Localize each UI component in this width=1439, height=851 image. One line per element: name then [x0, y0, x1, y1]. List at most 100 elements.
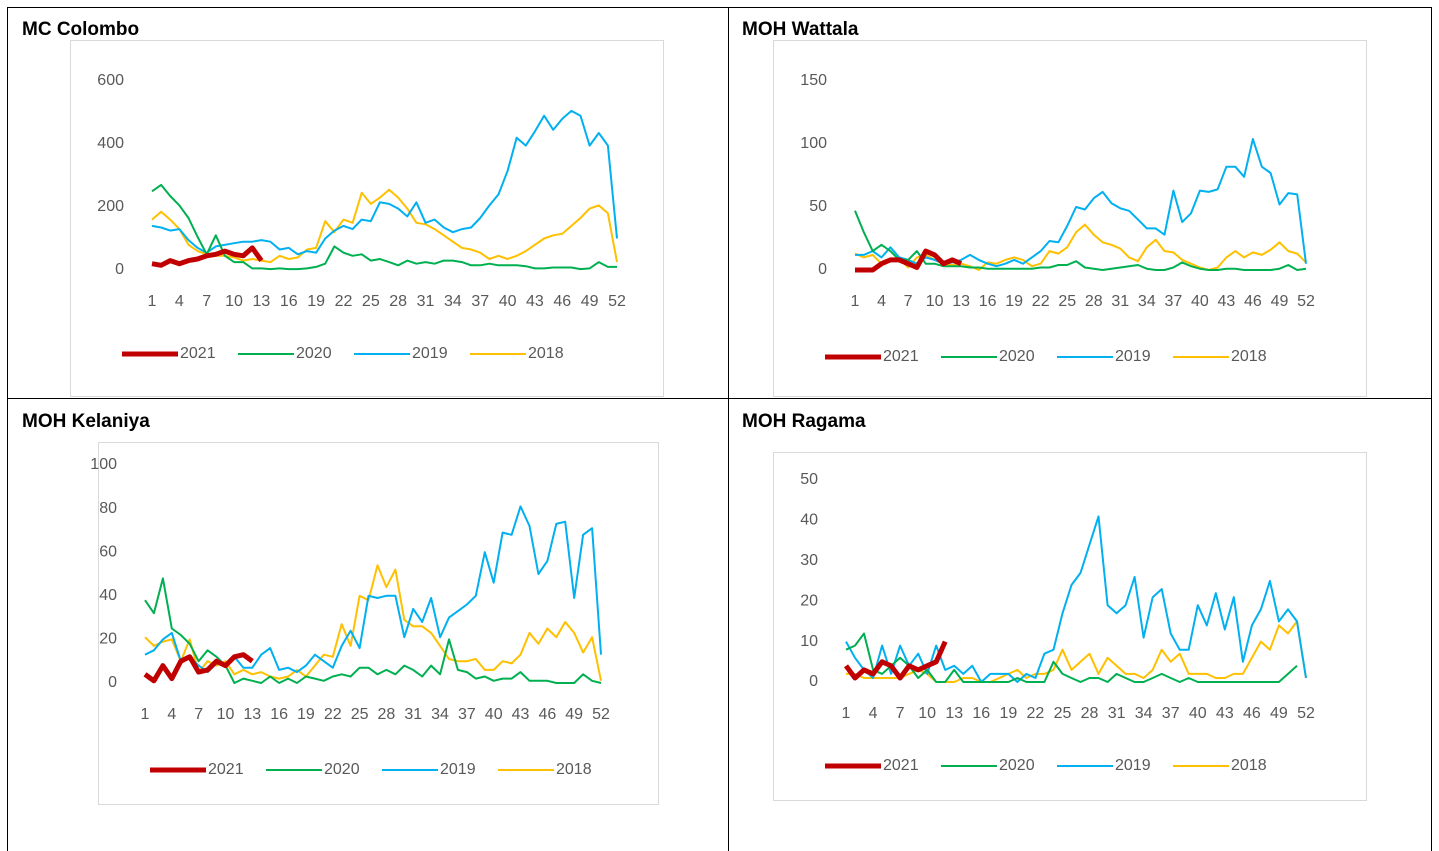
x-tick-label: 31: [404, 706, 422, 723]
y-tick-label: 60: [99, 543, 117, 560]
y-tick-label: 400: [97, 135, 124, 152]
x-tick-label: 31: [417, 293, 435, 310]
x-tick-label: 19: [1005, 293, 1023, 310]
x-tick-label: 19: [297, 706, 315, 723]
x-tick-label: 37: [1164, 293, 1182, 310]
x-tick-label: 37: [458, 706, 476, 723]
x-tick-label: 52: [608, 293, 626, 310]
x-tick-label: 22: [335, 293, 353, 310]
x-tick-label: 37: [471, 293, 489, 310]
x-tick-label: 25: [362, 293, 380, 310]
x-tick-label: 40: [499, 293, 517, 310]
x-tick-label: 46: [553, 293, 571, 310]
x-tick-label: 43: [526, 293, 544, 310]
legend-label: 2018: [1231, 348, 1267, 365]
x-tick-label: 10: [217, 706, 235, 723]
y-tick-label: 0: [108, 674, 117, 691]
series-line: [854, 223, 1307, 271]
x-tick-label: 13: [253, 293, 271, 310]
legend-label: 2019: [1115, 348, 1151, 365]
y-tick-label: 600: [97, 72, 124, 89]
legend-label: 2021: [180, 345, 216, 362]
x-tick-label: 43: [512, 706, 530, 723]
chart-title: MOH Kelaniya: [22, 411, 150, 432]
legend-label: 2021: [208, 761, 244, 778]
x-tick-label: 19: [999, 705, 1017, 722]
x-tick-label: 34: [431, 706, 449, 723]
x-tick-label: 25: [351, 706, 369, 723]
y-tick-label: 0: [809, 673, 818, 690]
x-tick-label: 1: [148, 293, 157, 310]
x-tick-label: 1: [842, 705, 851, 722]
x-tick-label: 40: [1189, 705, 1207, 722]
y-tick-label: 40: [99, 587, 117, 604]
legend-label: 2019: [440, 761, 476, 778]
x-tick-label: 52: [592, 706, 610, 723]
x-tick-label: 1: [851, 293, 860, 310]
x-tick-label: 13: [952, 293, 970, 310]
legend-label: 2018: [528, 345, 564, 362]
series-line: [143, 652, 254, 684]
x-tick-label: 40: [485, 706, 503, 723]
x-tick-label: 43: [1216, 705, 1234, 722]
legend-label: 2020: [324, 761, 360, 778]
x-tick-label: 49: [581, 293, 599, 310]
y-tick-label: 80: [99, 500, 117, 517]
y-tick-label: 20: [99, 631, 117, 648]
x-tick-label: 1: [141, 706, 150, 723]
x-tick-label: 34: [1135, 705, 1153, 722]
series-line: [845, 632, 1298, 683]
y-tick-label: 10: [800, 633, 818, 650]
y-tick-label: 50: [800, 471, 818, 488]
x-tick-label: 10: [225, 293, 243, 310]
series-line: [151, 109, 618, 256]
x-tick-label: 28: [389, 293, 407, 310]
x-tick-label: 16: [979, 293, 997, 310]
y-tick-label: 200: [97, 198, 124, 215]
x-tick-label: 31: [1111, 293, 1129, 310]
x-tick-label: 43: [1218, 293, 1236, 310]
series-line: [855, 248, 963, 273]
y-tick-label: 100: [90, 456, 117, 473]
x-tick-label: 25: [1054, 705, 1072, 722]
x-tick-label: 49: [1270, 705, 1288, 722]
y-tick-label: 40: [800, 512, 818, 529]
x-tick-label: 7: [896, 705, 905, 722]
legend-label: 2019: [412, 345, 448, 362]
x-tick-label: 22: [1027, 705, 1045, 722]
y-tick-label: 0: [115, 261, 124, 278]
legend-label: 2021: [883, 348, 919, 365]
y-tick-label: 100: [800, 135, 827, 152]
legend-label: 2020: [999, 348, 1035, 365]
x-tick-label: 4: [175, 293, 184, 310]
chart-frame: [70, 40, 664, 397]
x-tick-label: 7: [904, 293, 913, 310]
x-tick-label: 46: [1244, 293, 1262, 310]
x-tick-label: 34: [444, 293, 462, 310]
chart-frame: [773, 452, 1367, 801]
x-tick-label: 19: [307, 293, 325, 310]
legend-label: 2018: [556, 761, 592, 778]
x-tick-label: 52: [1297, 293, 1315, 310]
series-line: [855, 138, 1307, 268]
x-tick-label: 28: [378, 706, 396, 723]
series-line: [854, 210, 1307, 271]
y-tick-label: 20: [800, 592, 818, 609]
x-tick-label: 13: [243, 706, 261, 723]
x-tick-label: 4: [167, 706, 176, 723]
series-line: [846, 620, 1307, 683]
x-tick-label: 10: [926, 293, 944, 310]
x-tick-label: 4: [869, 705, 878, 722]
x-tick-label: 40: [1191, 293, 1209, 310]
chart-title: MOH Wattala: [742, 19, 859, 40]
series-line: [151, 183, 617, 271]
x-tick-label: 16: [972, 705, 990, 722]
series-line: [151, 245, 264, 268]
y-tick-label: 30: [800, 552, 818, 569]
y-tick-label: 50: [809, 198, 827, 215]
x-tick-label: 52: [1297, 705, 1315, 722]
x-tick-label: 16: [270, 706, 288, 723]
x-tick-label: 7: [194, 706, 203, 723]
